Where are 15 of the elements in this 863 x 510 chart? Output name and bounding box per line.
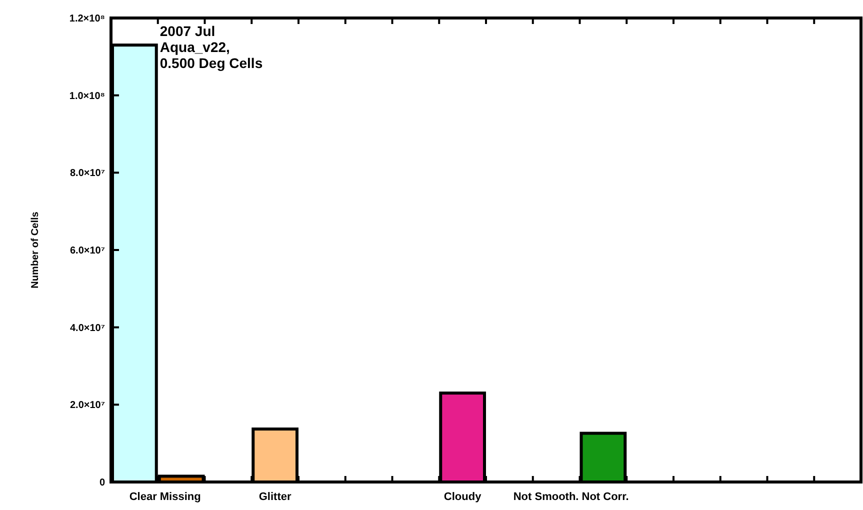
- x-tick-label: Missing: [160, 491, 201, 503]
- x-tick-label: Not Corr.: [582, 491, 629, 503]
- y-tick-label: 6.0×10⁷: [70, 246, 105, 256]
- y-tick-label: 4.0×10⁷: [70, 322, 105, 334]
- annotation: 2007 Jul Aqua_v22, 0.500 Deg Cells: [160, 23, 263, 71]
- y-tick-label: 2.0×10⁷: [70, 400, 105, 412]
- x-tick-label: Cloudy: [444, 491, 482, 503]
- y-tick-label: 1.0×10⁸: [69, 90, 106, 102]
- y-axis-title: Number of Cells: [30, 211, 41, 288]
- y-tick-label: 8.0×10⁷: [70, 168, 105, 180]
- x-tick-label: Clear: [129, 491, 158, 503]
- x-tick-label: Not Smooth.: [513, 491, 579, 503]
- x-tick-label: Glitter: [258, 491, 292, 503]
- y-tick-label: 0: [99, 478, 106, 488]
- y-tick-label: 1.2×10⁸: [69, 14, 106, 24]
